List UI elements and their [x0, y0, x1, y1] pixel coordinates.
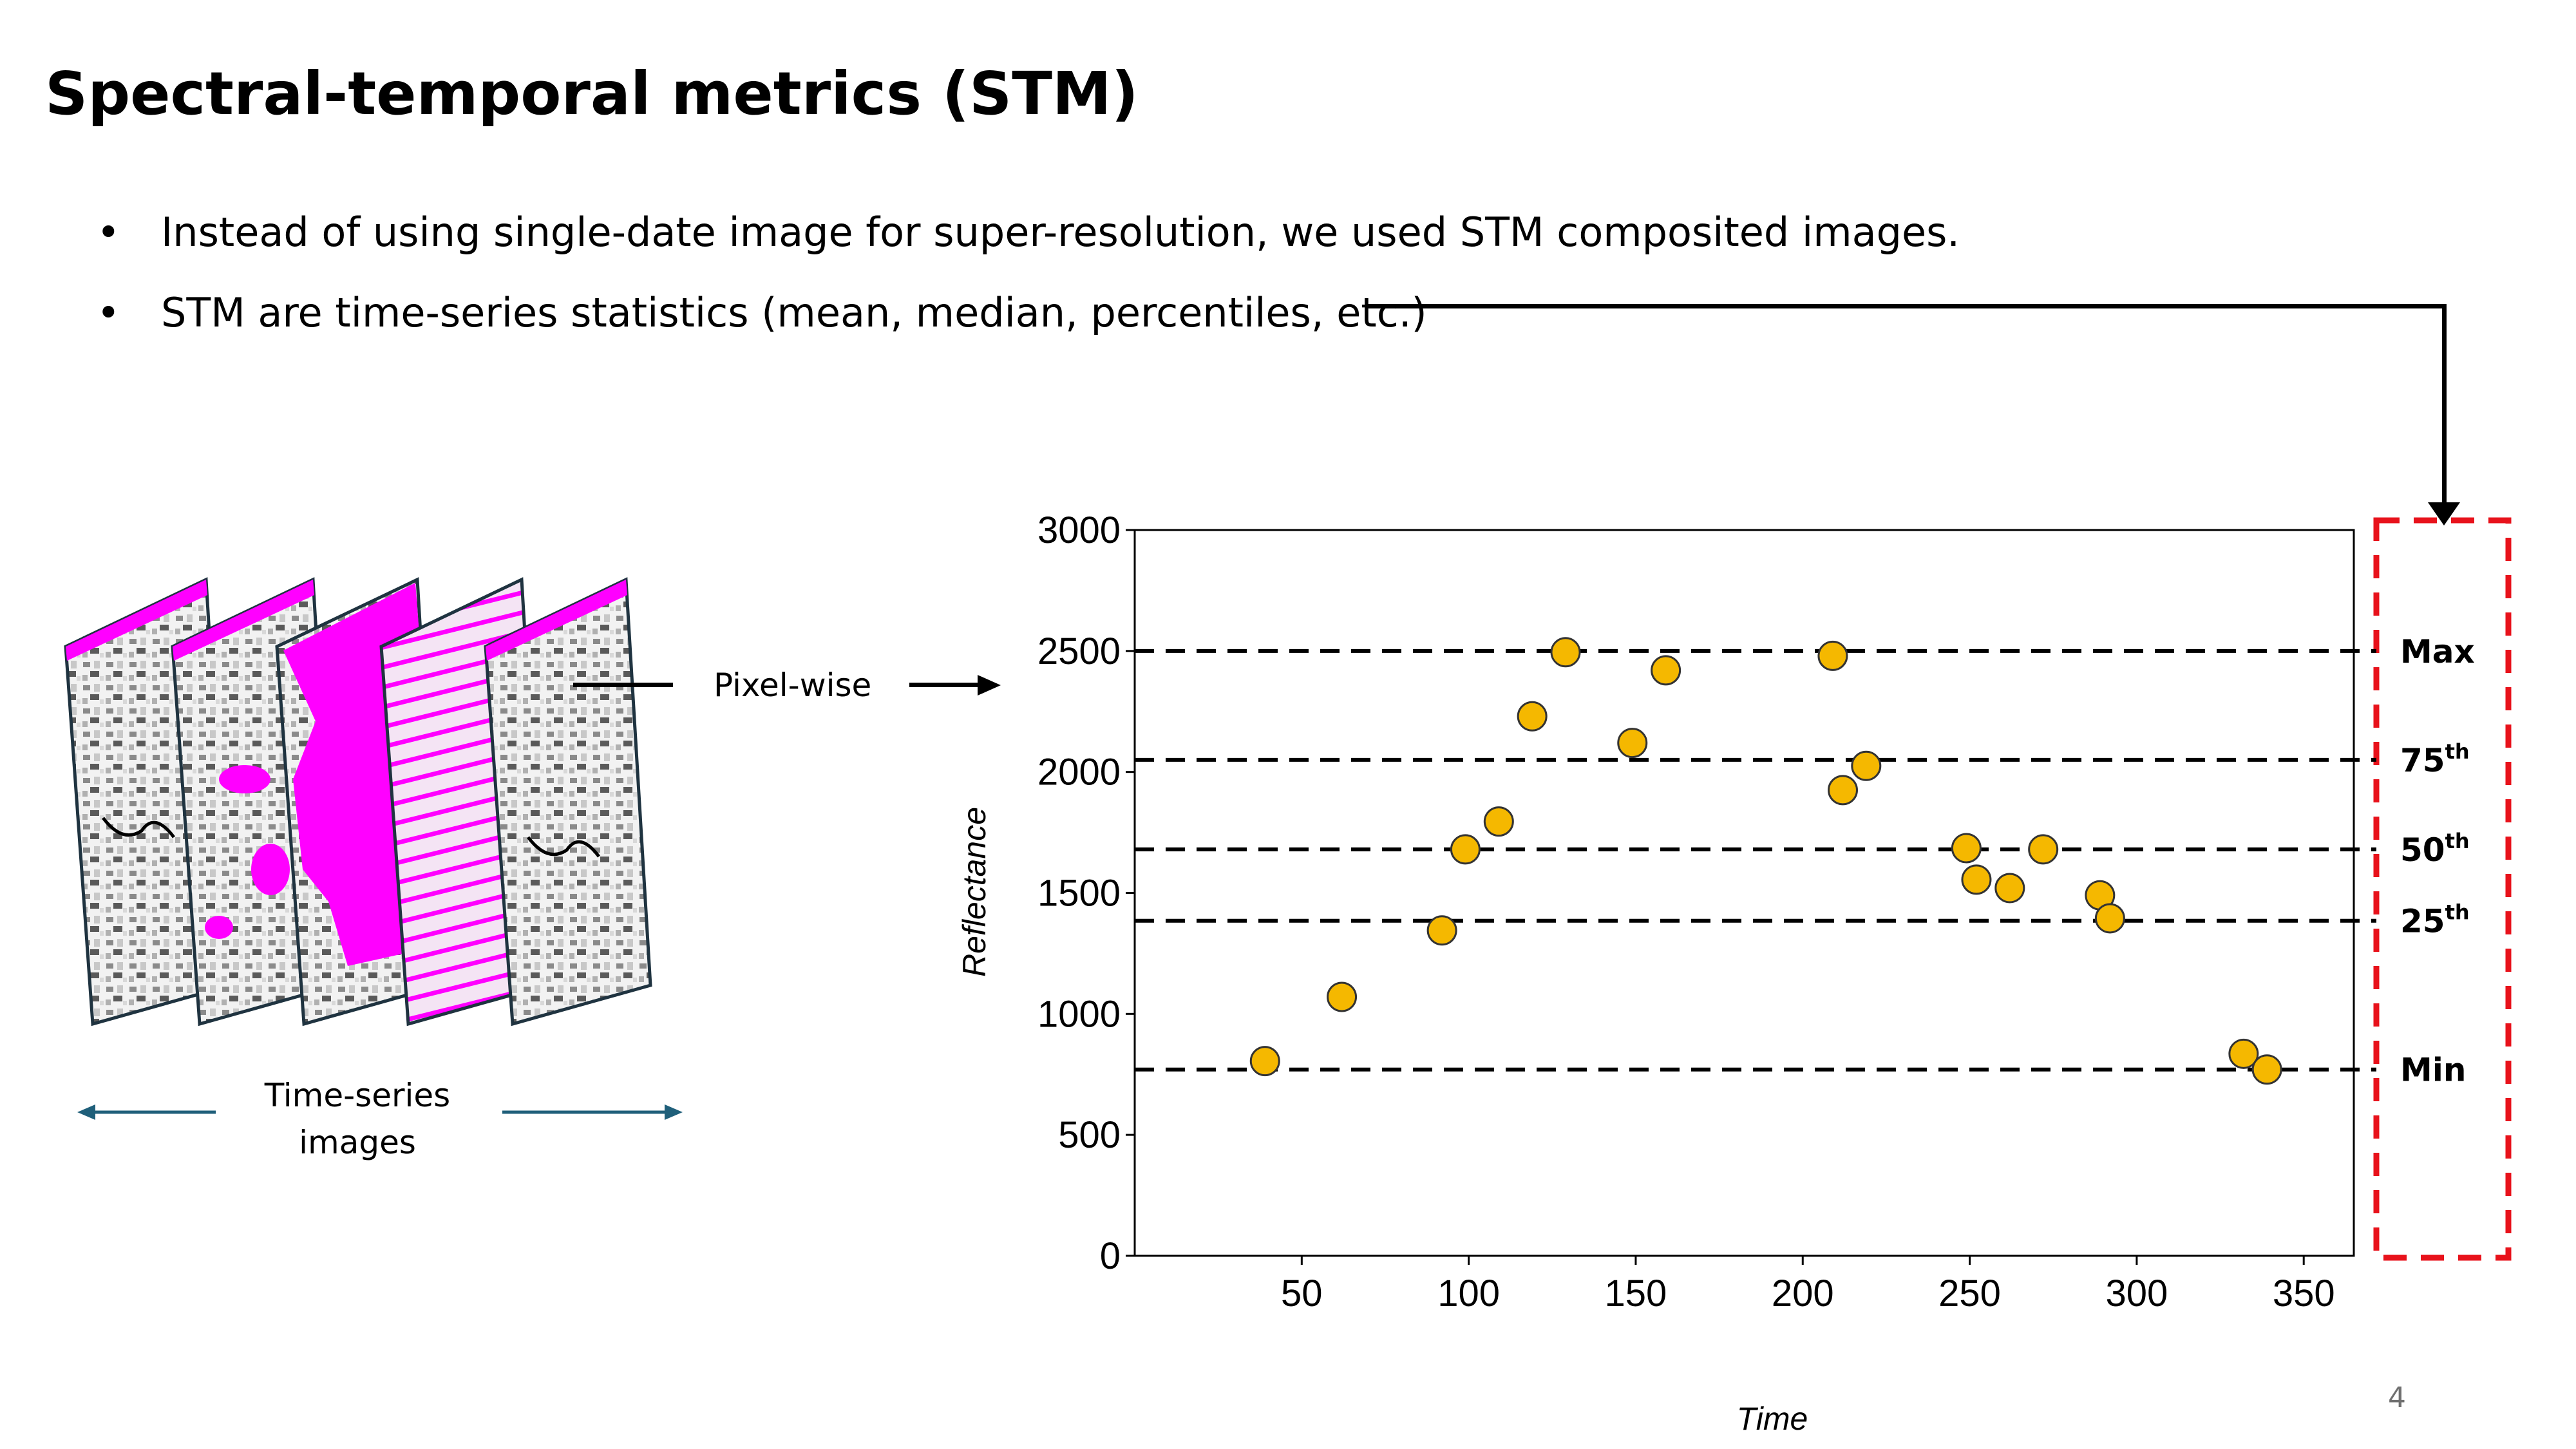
data-point: [1450, 834, 1481, 865]
data-point: [2094, 903, 2125, 934]
bullet-marker: •: [97, 209, 120, 256]
bullet-marker: •: [97, 289, 120, 336]
y-tick-label: 2500: [1037, 630, 1121, 672]
data-point: [1517, 701, 1548, 732]
data-point: [2028, 834, 2059, 865]
stm-label-max: Max: [2400, 633, 2475, 670]
data-point: [1827, 775, 1858, 806]
connector-arrowhead-icon: [2428, 502, 2460, 526]
x-tick-label: 250: [1938, 1273, 2001, 1314]
connector-line-vertical: [2442, 304, 2447, 507]
data-point: [2228, 1038, 2259, 1069]
data-point: [2251, 1054, 2282, 1085]
timeseries-label-line1: Time-series: [264, 1077, 451, 1114]
plot-area-frame: [1133, 529, 2355, 1257]
data-point: [1951, 833, 1982, 864]
y-tick-label: 0: [1100, 1235, 1121, 1277]
timeseries-left-arrow-icon: [77, 1104, 216, 1120]
y-axis-label: Reflectance: [956, 807, 992, 977]
x-tick-label: 150: [1605, 1273, 1667, 1314]
image-frame-5: [484, 577, 652, 1027]
data-point: [1550, 637, 1581, 668]
stm-label-50: 50th: [2400, 829, 2470, 869]
x-tick-label: 200: [1772, 1273, 1834, 1314]
bullet-text-2: STM are time-series statistics (mean, me…: [161, 289, 1427, 336]
pixelwise-arrow-shaft: [909, 683, 980, 687]
timeseries-label: Time-series images: [251, 1072, 464, 1166]
data-point: [1327, 981, 1358, 1012]
pixelwise-label: Pixel-wise: [714, 667, 872, 704]
data-point: [1651, 655, 1681, 686]
data-point: [1483, 806, 1514, 837]
data-point: [1426, 915, 1457, 946]
x-axis-label: Time: [1737, 1401, 1808, 1437]
y-tick-label: 3000: [1037, 509, 1121, 551]
connector-line-horizontal: [1365, 304, 2445, 308]
bullet-text-1: Instead of using single-date image for s…: [161, 209, 1960, 256]
x-tick-label: 300: [2105, 1273, 2168, 1314]
y-tick-label: 2000: [1037, 752, 1121, 793]
pixelwise-line: [573, 683, 673, 687]
x-tick-label: 350: [2273, 1273, 2335, 1314]
stm-label-75: 75th: [2400, 739, 2470, 779]
stm-label-25: 25th: [2400, 900, 2470, 940]
stm-label-min: Min: [2400, 1052, 2467, 1089]
y-tick-label: 1000: [1037, 993, 1121, 1035]
data-point: [1851, 750, 1882, 781]
pixelwise-arrowhead-icon: [978, 675, 1001, 696]
timeseries-image-stack: [64, 577, 652, 1027]
y-tick-label: 1500: [1037, 873, 1121, 914]
slide-title: Spectral-temporal metrics (STM): [45, 59, 1139, 128]
data-point: [1817, 640, 1848, 671]
timeseries-label-line2: images: [299, 1123, 416, 1161]
data-point: [1249, 1046, 1280, 1077]
stm-highlight-box: [2373, 517, 2512, 1261]
x-tick-label: 100: [1437, 1273, 1500, 1314]
data-point: [1617, 728, 1648, 759]
page-number: 4: [2388, 1381, 2406, 1414]
x-tick-label: 50: [1281, 1273, 1323, 1314]
y-tick-label: 500: [1058, 1114, 1121, 1156]
timeseries-right-arrow-icon: [502, 1104, 683, 1120]
data-point: [1961, 864, 1992, 895]
data-point: [1994, 873, 2025, 904]
